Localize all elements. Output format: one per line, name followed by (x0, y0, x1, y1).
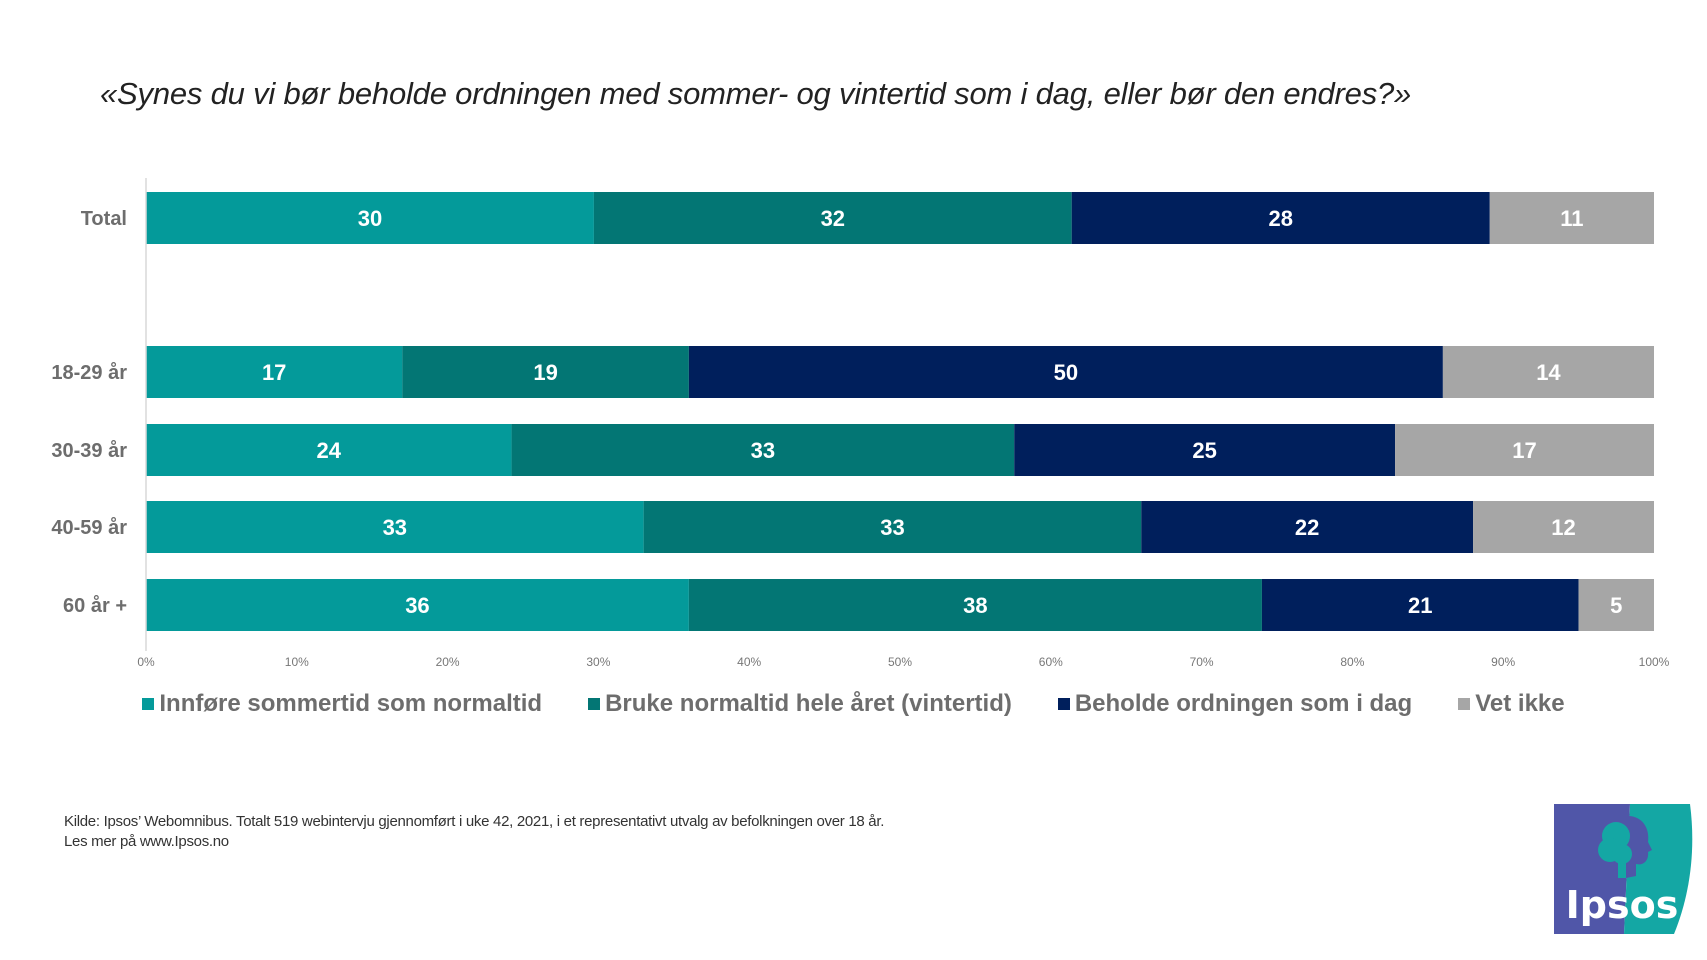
x-tick-label: 80% (1340, 655, 1364, 669)
bar-segment (593, 192, 1072, 244)
x-tick-label: 100% (1639, 655, 1670, 669)
data-label: 36 (405, 593, 429, 618)
x-tick-label: 30% (586, 655, 610, 669)
source-text: Kilde: Ipsos’ Webomnibus. Totalt 519 web… (64, 813, 885, 830)
x-tick-label: 70% (1190, 655, 1214, 669)
bar-segment (1489, 192, 1654, 244)
category-labels: Total 18-29 år 30-39 år 40-59 år 60 år + (51, 208, 127, 617)
bar-segment (402, 346, 689, 398)
bar-segment (146, 346, 403, 398)
legend-item: Bruke normaltid hele året (vintertid) (588, 690, 1012, 718)
data-label: 33 (751, 438, 775, 463)
data-label: 17 (262, 360, 286, 385)
data-label: 5 (1610, 593, 1622, 618)
bar-segment (146, 424, 512, 476)
legend-item: Innføre sommertid som normaltid (142, 690, 542, 718)
data-label: 21 (1408, 593, 1432, 618)
x-tick-label: 10% (285, 655, 309, 669)
bar-segment (1014, 424, 1396, 476)
bar-segment (688, 346, 1443, 398)
bar-segment (511, 424, 1015, 476)
category-label: 60 år + (63, 594, 127, 617)
data-label: 50 (1054, 360, 1078, 385)
legend-label: Innføre sommertid som normaltid (159, 690, 543, 717)
legend-label: Bruke normaltid hele året (vintertid) (605, 690, 1012, 717)
data-label: 32 (821, 206, 845, 231)
category-label: 18-29 år (51, 361, 127, 384)
legend-label: Beholde ordningen som i dag (1074, 690, 1413, 717)
data-label: 24 (317, 438, 342, 463)
bar-segment (1473, 501, 1654, 553)
data-label: 14 (1536, 360, 1561, 385)
logo-wordmark: Ipsos (1566, 883, 1679, 927)
data-label: 22 (1295, 515, 1319, 540)
x-tick-label: 0% (137, 655, 155, 669)
value-labels: 30 32 28 11 17 19 50 14 24 33 25 17 33 33 22 12 36 38 21 5 (262, 206, 1622, 618)
bar-segment (1261, 579, 1579, 631)
bar-segment (1071, 192, 1490, 244)
legend-swatch (1458, 698, 1471, 710)
bar-segment (1395, 424, 1654, 476)
bar-segment (146, 579, 689, 631)
chart-title: «Synes du vi bør beholde ordningen med s… (100, 76, 1412, 111)
legend-label: Vet ikke (1475, 690, 1565, 717)
logo-tree-icon (1598, 822, 1632, 878)
data-label: 17 (1512, 438, 1536, 463)
data-label: 19 (533, 360, 557, 385)
bar-segment (1141, 501, 1474, 553)
legend-swatch (142, 698, 155, 710)
read-more-text: Les mer på www.Ipsos.no (64, 833, 229, 850)
data-label: 30 (358, 206, 382, 231)
legend-swatch (588, 698, 601, 710)
data-label: 38 (963, 593, 987, 618)
x-tick-label: 50% (888, 655, 912, 669)
bars-group (146, 192, 1654, 631)
x-axis-ticks: 0% 10% 20% 30% 40% 50% 60% 70% 80% 90% 100% (137, 655, 1669, 669)
bar-segment (1442, 346, 1654, 398)
legend: Innføre sommertid som normaltid Bruke no… (0, 690, 1707, 718)
bar-segment (643, 501, 1142, 553)
ipsos-logo: Ipsos (1554, 804, 1693, 934)
logo-head-silhouette-icon (1626, 816, 1652, 878)
data-label: 12 (1551, 515, 1575, 540)
legend-item: Vet ikke (1458, 690, 1565, 718)
bar-segment (146, 192, 594, 244)
data-label: 28 (1268, 206, 1292, 231)
legend-swatch (1057, 698, 1070, 710)
data-label: 33 (880, 515, 904, 540)
legend-item: Beholde ordningen som i dag (1057, 690, 1413, 718)
bar-segment (688, 579, 1262, 631)
data-label: 11 (1560, 206, 1583, 231)
category-label: 40-59 år (51, 516, 127, 539)
x-tick-label: 20% (436, 655, 460, 669)
source-footnote: Kilde: Ipsos’ Webomnibus. Totalt 519 web… (64, 812, 884, 852)
x-tick-label: 90% (1491, 655, 1515, 669)
x-tick-label: 40% (737, 655, 761, 669)
data-label: 25 (1192, 438, 1216, 463)
x-tick-label: 60% (1039, 655, 1063, 669)
bar-segment (146, 501, 644, 553)
bar-segment (1578, 579, 1654, 631)
category-label: 30-39 år (51, 439, 127, 462)
data-label: 33 (383, 515, 407, 540)
category-label: Total (81, 208, 127, 230)
